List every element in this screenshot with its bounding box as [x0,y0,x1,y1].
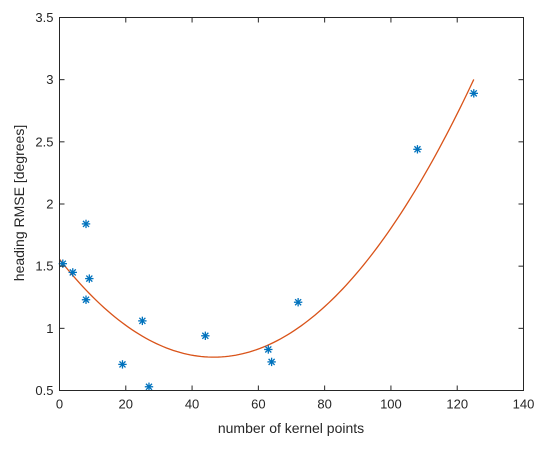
asterisk-stroke-antidiagonal [118,360,126,368]
asterisk-stroke-antidiagonal [470,89,478,97]
x-tick-label: 120 [446,397,468,412]
y-axis-title: heading RMSE [degrees] [11,125,27,281]
x-tick-label: 100 [380,397,402,412]
asterisk-stroke-antidiagonal [294,298,302,306]
data-point [264,345,273,354]
plot-area-background [59,17,523,390]
asterisk-stroke-antidiagonal [82,220,90,228]
y-tick-label: 2 [46,197,53,212]
data-markers-layer [58,89,478,391]
asterisk-stroke-antidiagonal [413,145,421,153]
asterisk-stroke-antidiagonal [69,268,77,276]
data-point [413,145,422,154]
y-axis-ticks: 0.5 1 1.5 2 2.5 3 3.5 [35,10,524,398]
asterisk-stroke-antidiagonal [145,383,153,391]
x-tick-label: 0 [56,397,63,412]
data-point [201,331,210,340]
y-tick-label: 3 [46,72,53,87]
data-point [68,268,77,277]
data-point [469,89,478,98]
asterisk-stroke-antidiagonal [85,275,93,283]
x-tick-label: 20 [119,397,133,412]
x-tick-label: 140 [513,397,535,412]
fit-curve [58,79,475,358]
y-tick-label: 0.5 [35,383,53,398]
x-axis-ticks: 0 20 40 60 80 100 120 140 [56,17,535,412]
y-tick-label: 1.5 [35,259,53,274]
x-axis-title: number of kernel points [218,420,364,436]
y-tick-label: 2.5 [35,134,53,149]
data-point [138,316,147,326]
y-tick-label: 3.5 [35,10,53,25]
data-point [81,295,91,304]
data-point [85,274,94,283]
asterisk-stroke-antidiagonal [268,358,276,366]
data-point [293,298,303,307]
asterisk-stroke-antidiagonal [82,296,90,304]
x-tick-label: 40 [185,397,199,412]
asterisk-stroke-antidiagonal [264,345,272,353]
y-tick-label: 1 [46,321,53,336]
data-point [118,360,127,369]
data-point [267,357,276,367]
asterisk-stroke-antidiagonal [138,317,146,325]
data-point [144,382,154,391]
fit-curve-layer [58,79,475,358]
data-point [81,219,91,229]
x-tick-label: 80 [317,397,331,412]
x-tick-label: 60 [251,397,265,412]
asterisk-stroke-antidiagonal [201,332,209,340]
